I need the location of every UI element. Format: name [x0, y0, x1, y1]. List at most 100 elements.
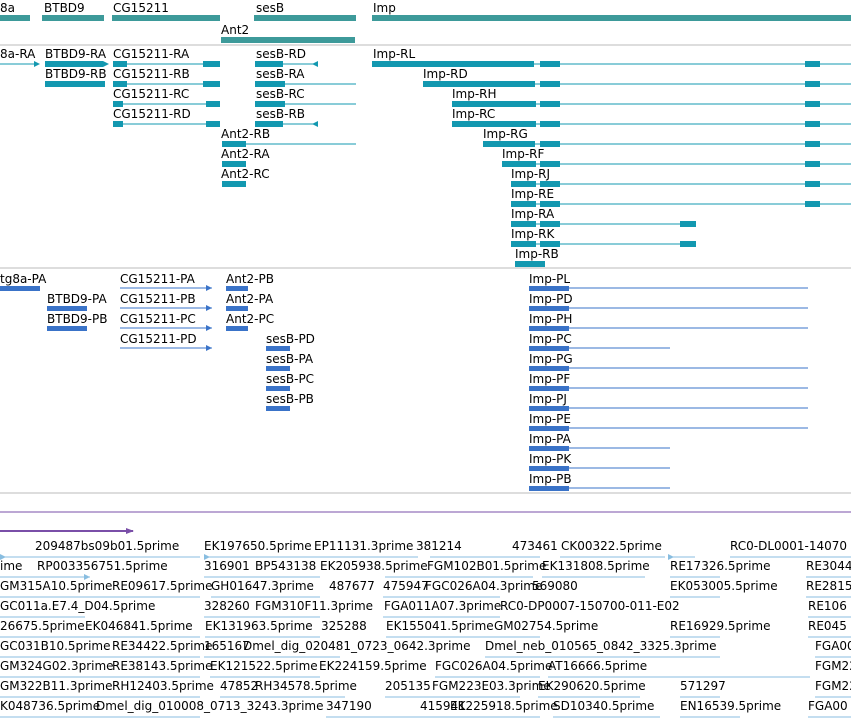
est-label[interactable]: 325288	[321, 619, 367, 633]
est-label[interactable]: EK131963.5prime	[205, 619, 313, 633]
est-label[interactable]: RE38143.5prime	[112, 659, 213, 673]
est-label[interactable]: 571297	[680, 679, 726, 693]
est-label[interactable]: GC031B10.5prime	[0, 639, 111, 653]
gene-label[interactable]: CG15211	[113, 1, 169, 15]
est-label[interactable]: FGM102B01.5prime	[427, 559, 546, 573]
transcript-label[interactable]: sesB-RC	[256, 87, 305, 101]
transcript-label[interactable]: BTBD9-RA	[45, 47, 107, 61]
est-label[interactable]: Dmel_dig_010008_0713_3243.3prime	[96, 699, 324, 713]
est-label[interactable]: EK053005.5prime	[670, 579, 778, 593]
est-label[interactable]: 165167	[204, 639, 250, 653]
est-label[interactable]: RE045	[808, 619, 847, 633]
est-label[interactable]: 381214	[416, 539, 462, 553]
est-label[interactable]: CK00322.5prime	[561, 539, 662, 553]
protein-label[interactable]: CG15211-PD	[120, 332, 197, 346]
transcript-label[interactable]: Imp-RE	[511, 187, 554, 201]
est-label[interactable]: 347190	[326, 699, 372, 713]
transcript-label[interactable]: Ant2-RB	[221, 127, 270, 141]
est-label[interactable]: 473461	[512, 539, 558, 553]
protein-label[interactable]: Imp-PC	[529, 332, 572, 346]
protein-label[interactable]: tg8a-PA	[0, 272, 47, 286]
est-label[interactable]: RC0-DP0007-150700-011-E02	[500, 599, 680, 613]
est-label[interactable]: EK224159.5prime	[319, 659, 427, 673]
transcript-label[interactable]: Imp-RD	[423, 67, 468, 81]
est-label[interactable]: GM324G02.3prime	[0, 659, 114, 673]
est-label[interactable]: 209487bs09b01.5prime	[35, 539, 179, 553]
est-label[interactable]: RE34422.5prime	[112, 639, 213, 653]
est-label[interactable]: 328260	[204, 599, 250, 613]
gene-label[interactable]: 8a	[0, 1, 15, 15]
protein-label[interactable]: BTBD9-PA	[47, 292, 107, 306]
protein-label[interactable]: Imp-PA	[529, 432, 572, 446]
transcript-label[interactable]: sesB-RA	[256, 67, 305, 81]
est-label[interactable]: Dmel_neb_010565_0842_3325.3prime	[485, 639, 717, 653]
gene-bar[interactable]	[112, 15, 220, 21]
est-label[interactable]: FGA011A07.3prime	[384, 599, 501, 613]
est-label[interactable]: AT16666.5prime	[548, 659, 647, 673]
transcript-label[interactable]: Imp-RK	[511, 227, 556, 241]
est-label[interactable]: GM02754.5prime	[494, 619, 598, 633]
est-label[interactable]: 475947	[383, 579, 429, 593]
gene-label[interactable]: sesB	[256, 1, 284, 15]
transcript-label[interactable]: 8a-RA	[0, 47, 36, 61]
transcript-label[interactable]: Imp-RC	[452, 107, 495, 121]
est-label[interactable]: FGA00	[808, 699, 848, 713]
protein-label[interactable]: CG15211-PB	[120, 292, 196, 306]
protein-label[interactable]: Ant2-PB	[226, 272, 274, 286]
protein-label[interactable]: Imp-PE	[529, 412, 571, 426]
est-label[interactable]: FGM310F11.3prime	[255, 599, 373, 613]
est-label[interactable]: GM315A10.5prime	[0, 579, 112, 593]
gene-bar[interactable]	[42, 15, 104, 21]
transcript-label[interactable]: Imp-RJ	[511, 167, 550, 181]
est-label[interactable]: GH01647.3prime	[211, 579, 314, 593]
est-label[interactable]: GC011a.E7.4_D04.5prime	[0, 599, 155, 613]
transcript-label[interactable]: Imp-RH	[452, 87, 497, 101]
est-label[interactable]: EK121522.5prime	[210, 659, 318, 673]
est-label[interactable]: FGC026A04.3prime	[425, 579, 542, 593]
transcript-label[interactable]: Imp-RB	[515, 247, 559, 261]
est-label[interactable]: RC0-DL0001-14070	[730, 539, 847, 553]
transcript-label[interactable]: CG15211-RC	[113, 87, 189, 101]
est-label[interactable]: RE2815	[806, 579, 851, 593]
est-label[interactable]: 26675.5prime	[0, 619, 85, 633]
est-label[interactable]: 316901	[204, 559, 250, 573]
gene-bar[interactable]	[0, 15, 30, 21]
protein-label[interactable]: sesB-PB	[266, 392, 314, 406]
transcript-label[interactable]: CG15211-RA	[113, 47, 190, 61]
protein-label[interactable]: Ant2-PA	[226, 292, 274, 306]
transcript-label[interactable]: Imp-RA	[511, 207, 555, 221]
protein-label[interactable]: Ant2-PC	[226, 312, 274, 326]
est-label[interactable]: EK197650.5prime	[204, 539, 312, 553]
region-marker[interactable]	[0, 530, 133, 532]
est-label[interactable]: EK046841.5prime	[85, 619, 193, 633]
est-label[interactable]: 569080	[532, 579, 578, 593]
transcript-label[interactable]: BTBD9-RB	[45, 67, 107, 81]
transcript-label[interactable]: Imp-RL	[373, 47, 416, 61]
est-label[interactable]: EK290620.5prime	[538, 679, 646, 693]
est-label[interactable]: RH34578.5prime	[255, 679, 357, 693]
est-label[interactable]: 487677	[329, 579, 375, 593]
protein-label[interactable]: Imp-PK	[529, 452, 572, 466]
est-label[interactable]: RE17326.5prime	[670, 559, 771, 573]
est-label[interactable]: 415941	[420, 699, 466, 713]
protein-label[interactable]: Imp-PG	[529, 352, 573, 366]
est-label[interactable]: RH12403.5prime	[112, 679, 214, 693]
est-label[interactable]: FGA00	[815, 639, 851, 653]
est-label[interactable]: RE106	[808, 599, 847, 613]
est-label[interactable]: FGM22	[815, 679, 851, 693]
transcript-label[interactable]: CG15211-RB	[113, 67, 190, 81]
transcript-label[interactable]: Imp-RF	[502, 147, 545, 161]
protein-label[interactable]: sesB-PC	[266, 372, 314, 386]
protein-label[interactable]: CG15211-PC	[120, 312, 196, 326]
protein-label[interactable]: Imp-PD	[529, 292, 573, 306]
est-label[interactable]: RE16929.5prime	[670, 619, 771, 633]
est-label[interactable]: GM322B11.3prime	[0, 679, 112, 693]
gene-label[interactable]: Imp	[373, 1, 396, 15]
est-label[interactable]: 47852	[220, 679, 258, 693]
est-label[interactable]: K048736.5prime	[0, 699, 100, 713]
est-label[interactable]: EP11131.3prime	[314, 539, 413, 553]
est-label[interactable]: 205135	[385, 679, 431, 693]
est-label[interactable]: FGC026A04.5prime	[435, 659, 552, 673]
est-label[interactable]: EK225918.5prime	[450, 699, 558, 713]
protein-label[interactable]: BTBD9-PB	[47, 312, 107, 326]
